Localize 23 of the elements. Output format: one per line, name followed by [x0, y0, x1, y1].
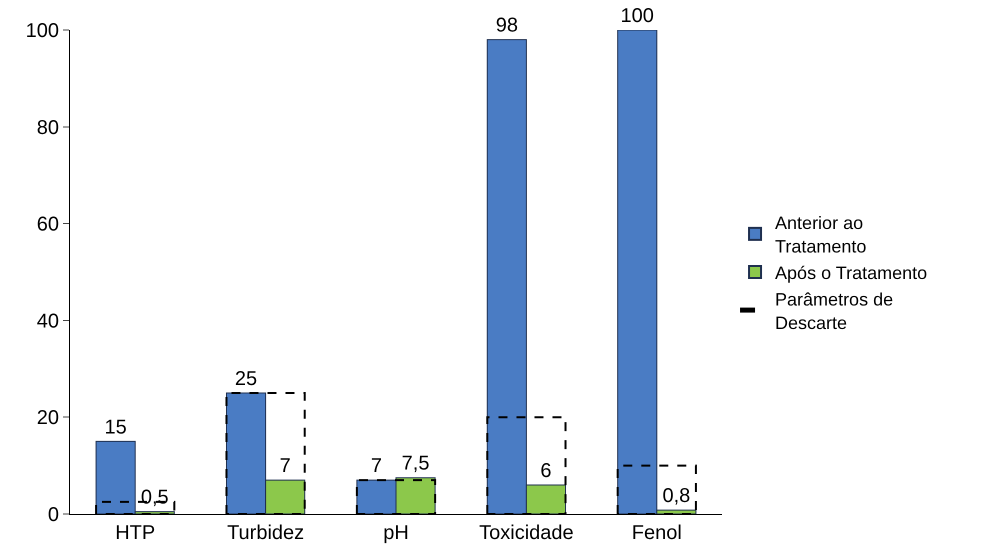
y-tick-label: 40 — [36, 310, 59, 332]
legend-label: Anterior ao Tratamento — [775, 213, 866, 257]
data-label: 7 — [370, 455, 382, 478]
data-label: 98 — [496, 14, 518, 37]
y-tick-label: 80 — [36, 116, 59, 139]
data-label: 7 — [280, 455, 291, 478]
data-label: 6 — [540, 460, 552, 482]
y-tick-label: 60 — [36, 214, 59, 236]
legend-label: Parâmetros de Descarte — [775, 289, 894, 333]
y-tick-label: 0 — [48, 504, 59, 526]
data-label: 100 — [620, 5, 654, 27]
legend-label: Após o Tratamento — [775, 263, 928, 284]
x-tick-label: pH — [383, 522, 409, 544]
data-label: 0,8 — [662, 485, 690, 508]
data-label: 7,5 — [402, 452, 430, 475]
x-tick-label: Toxicidade — [479, 522, 574, 544]
data-label: 15 — [104, 416, 127, 438]
x-tick-label: Turbidez — [227, 522, 304, 544]
y-tick-label: 100 — [26, 20, 59, 42]
y-tick-label: 20 — [36, 407, 59, 430]
data-label: 25 — [234, 368, 258, 390]
x-tick-label: Fenol — [632, 522, 682, 544]
x-tick-label: HTP — [115, 522, 156, 544]
